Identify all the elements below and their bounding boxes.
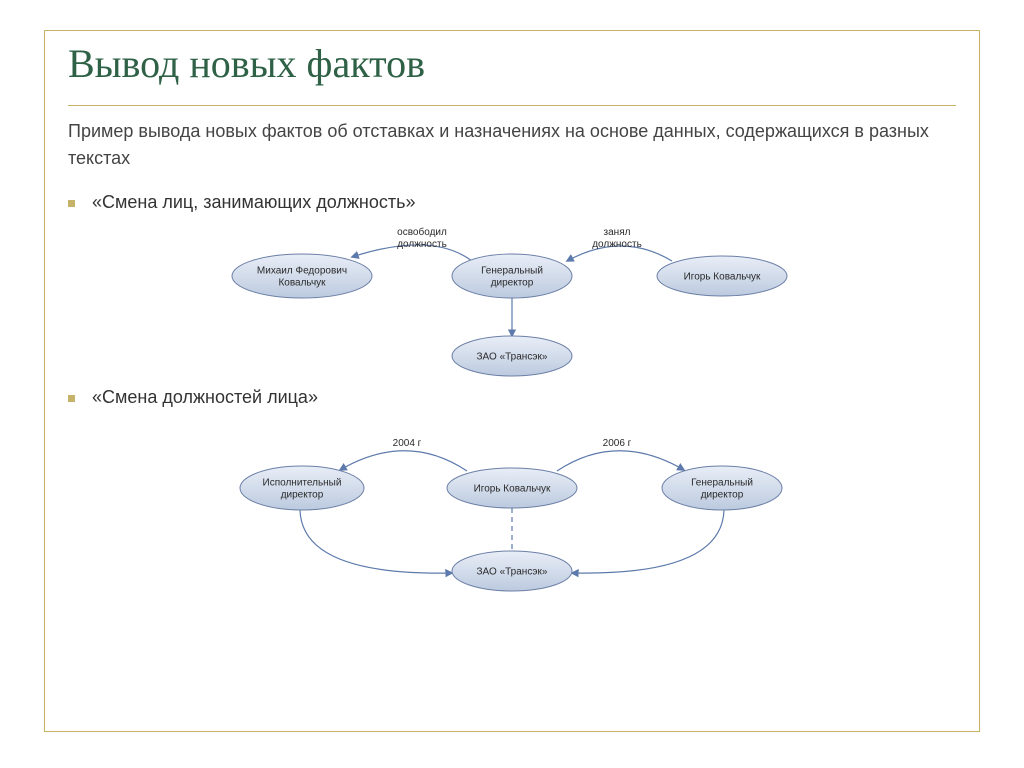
edge-2006-label: 2006 г [603,438,632,449]
node-gen-dir-label-2: директор [701,490,744,501]
node-company-2-label: ЗАО «Трансэк» [477,567,548,578]
bullet-2: «Смена должностей лица» [68,387,956,408]
bullet-1: «Смена лиц, занимающих должность» [68,192,956,213]
node-exec-dir-label-1: Исполнительный [263,478,342,489]
node-person-2-label: Игорь Ковальчук [684,272,761,283]
diagram-2: 2004 г 2006 г Исполнительный директор Иг… [172,416,852,606]
edge-2006 [557,451,684,471]
lead-text: Пример вывода новых фактов об отставках … [68,118,956,172]
edge-took-label-1: занял [604,227,631,238]
edge-released-label-2: должность [397,239,447,250]
node-company-1-label: ЗАО «Трансэк» [477,352,548,363]
page-title: Вывод новых фактов [68,40,984,87]
edge-took-label-2: должность [592,239,642,250]
edge-2004 [340,451,467,471]
node-person-center-label: Игорь Ковальчук [474,484,551,495]
node-person-1-label-2: Ковальчук [278,278,326,289]
node-person-1-label-1: Михаил Федорович [257,266,347,277]
node-position-1-label-1: Генеральный [481,266,543,277]
diagram-1: освободил должность занял должность Миха… [172,221,852,381]
slide: Вывод новых фактов Пример вывода новых ф… [0,0,1024,768]
edge-exec-to-company [300,510,452,573]
edge-2004-label: 2004 г [393,438,422,449]
node-gen-dir-label-1: Генеральный [691,478,753,489]
node-exec-dir-label-2: директор [281,490,324,501]
bullet-list: «Смена лиц, занимающих должность» [68,192,956,213]
edge-gen-to-company [572,510,724,573]
title-rule [68,105,956,106]
node-position-1-label-2: директор [491,278,534,289]
bullet-list-2: «Смена должностей лица» [68,387,956,408]
edge-released-label-1: освободил [397,226,447,238]
